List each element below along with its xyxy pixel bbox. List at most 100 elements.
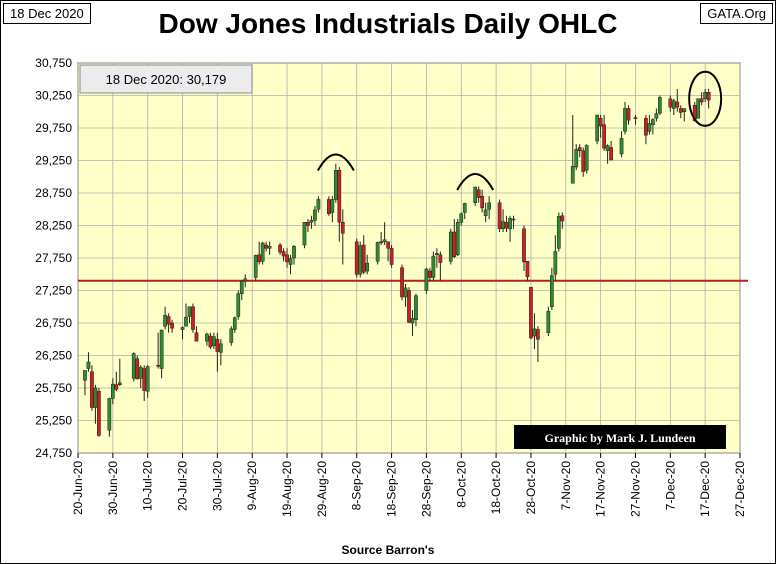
candle-body — [476, 189, 481, 198]
candle-body — [459, 213, 464, 223]
candle-body — [131, 353, 136, 379]
candle-body — [375, 242, 380, 262]
y-tick-label: 28,250 — [35, 219, 72, 233]
candle-body — [497, 202, 502, 229]
candle-body — [619, 138, 624, 155]
x-tick-label: 28-Oct-20 — [524, 461, 538, 515]
candle-body — [257, 254, 262, 263]
candle-body — [340, 222, 345, 234]
candle-body — [414, 295, 418, 321]
candle-body — [682, 108, 687, 112]
x-tick-label: 27-Dec-20 — [733, 461, 747, 517]
x-tick-label: 27-Nov-20 — [628, 461, 642, 517]
candle-body — [428, 270, 432, 278]
candle-body — [473, 186, 478, 203]
credit-box — [514, 425, 726, 449]
credit-text: Graphic by Mark J. Lundeen — [544, 431, 695, 445]
candle-body — [462, 203, 467, 213]
candle-body — [703, 92, 708, 99]
candle-body — [379, 241, 383, 243]
x-tick-label: 29-Aug-20 — [315, 461, 329, 517]
candle-body — [644, 118, 648, 136]
candle-body — [278, 244, 282, 253]
value-box — [79, 64, 253, 94]
candle-body — [626, 108, 631, 121]
y-tick-label: 30,750 — [35, 56, 72, 70]
candle-body — [243, 278, 248, 281]
candle-body — [316, 199, 321, 210]
candle-body — [229, 328, 234, 343]
candle-body — [574, 149, 579, 168]
candle-body — [83, 370, 87, 381]
candle-body — [529, 287, 533, 339]
x-tick-label: 7-Nov-20 — [559, 461, 573, 511]
candle-body — [438, 254, 443, 263]
candle-body — [292, 246, 296, 259]
candle-body — [365, 262, 370, 272]
candle-body — [550, 275, 554, 307]
source-caption: Source Barron's — [341, 543, 435, 557]
candle-body — [407, 290, 411, 323]
candle-body — [135, 358, 140, 380]
candle-body — [455, 222, 460, 255]
candle-body — [156, 365, 160, 367]
candle-body — [654, 113, 659, 119]
candle-body — [93, 387, 98, 408]
candle-body — [522, 228, 526, 263]
candle-body — [212, 336, 216, 346]
candle-body — [623, 108, 627, 132]
x-tick-label: 10-Jul-20 — [141, 461, 155, 511]
x-tick-label: 9-Aug-20 — [245, 461, 259, 511]
x-tick-label: 18-Oct-20 — [489, 461, 503, 515]
candle-body — [163, 314, 167, 327]
candle-body — [403, 287, 408, 298]
candle-body — [239, 281, 244, 294]
x-tick-label: 8-Sep-20 — [350, 461, 364, 511]
candle-body — [86, 361, 91, 369]
candle-body — [117, 382, 122, 385]
candle-body — [699, 98, 704, 103]
candle-body — [110, 383, 115, 399]
x-tick-label: 19-Aug-20 — [280, 461, 294, 517]
candle-body — [264, 244, 268, 249]
candle-body — [302, 222, 307, 246]
x-tick-label: 30-Jul-20 — [210, 461, 224, 511]
candle-body — [205, 333, 209, 342]
y-tick-label: 25,750 — [35, 381, 72, 395]
candle-body — [584, 145, 589, 171]
candle-body — [508, 218, 512, 230]
candle-body — [107, 398, 112, 431]
candle-body — [285, 254, 289, 263]
candle-body — [675, 101, 680, 108]
candle-body — [138, 366, 143, 379]
candle-body — [658, 97, 662, 114]
y-tick-label: 27,750 — [35, 251, 72, 265]
candle-body — [560, 215, 565, 222]
value-box-text: 18 Dec 2020: 30,179 — [106, 72, 227, 87]
candle-body — [306, 222, 310, 226]
candle-body — [706, 92, 711, 101]
candle-body — [358, 245, 363, 275]
candle-body — [114, 384, 119, 390]
x-tick-label: 18-Sep-20 — [385, 461, 399, 517]
candle-body — [483, 209, 488, 216]
candle-body — [633, 117, 638, 119]
y-tick-label: 27,250 — [35, 284, 72, 298]
candle-body — [145, 366, 150, 392]
candle-body — [546, 311, 551, 333]
candle-body — [668, 98, 673, 108]
candle-body — [313, 209, 317, 221]
candle-body — [504, 222, 509, 229]
date-badge: 18 Dec 2020 — [3, 3, 91, 24]
candle-body — [647, 123, 652, 132]
candle-body — [605, 145, 610, 152]
candle-body — [570, 166, 575, 184]
candle-body — [678, 108, 683, 113]
candle-body — [215, 339, 220, 352]
candle-body — [142, 368, 147, 391]
candle-body — [452, 231, 457, 257]
candle-body — [671, 100, 676, 109]
candle-body — [424, 268, 429, 291]
y-tick-label: 24,750 — [35, 446, 72, 460]
